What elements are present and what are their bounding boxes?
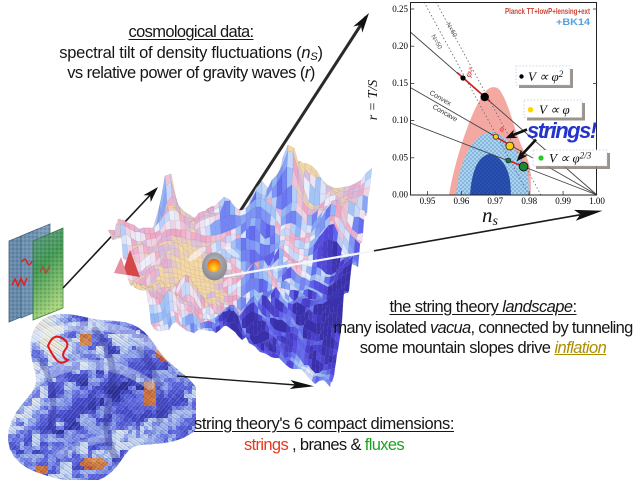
svg-text:+BK14: +BK14 [556, 17, 590, 27]
svg-text:r = T/S: r = T/S [366, 80, 381, 121]
svg-text:0.20: 0.20 [392, 41, 408, 51]
svg-text:ns: ns [482, 203, 499, 229]
svg-text:V ∝ φ: V ∝ φ [539, 102, 570, 117]
svg-text:0.98: 0.98 [521, 196, 537, 206]
svg-text:0.00: 0.00 [392, 190, 408, 200]
svg-text:0.99: 0.99 [555, 196, 571, 206]
svg-text:0.96: 0.96 [454, 196, 470, 206]
svg-text:Planck TT+lowP+lensing+ext: Planck TT+lowP+lensing+ext [505, 6, 590, 16]
svg-text:0.97: 0.97 [487, 196, 503, 206]
svg-text:0.25: 0.25 [392, 4, 408, 14]
svg-text:0.95: 0.95 [420, 196, 436, 206]
svg-text:0.05: 0.05 [392, 153, 408, 163]
svg-text:φ: φ [497, 123, 506, 133]
svg-text:V ∝ φ2: V ∝ φ2 [528, 69, 564, 84]
svg-text:1.00: 1.00 [589, 196, 605, 206]
svg-text:0.10: 0.10 [392, 115, 408, 125]
svg-text:0.15: 0.15 [392, 78, 408, 88]
